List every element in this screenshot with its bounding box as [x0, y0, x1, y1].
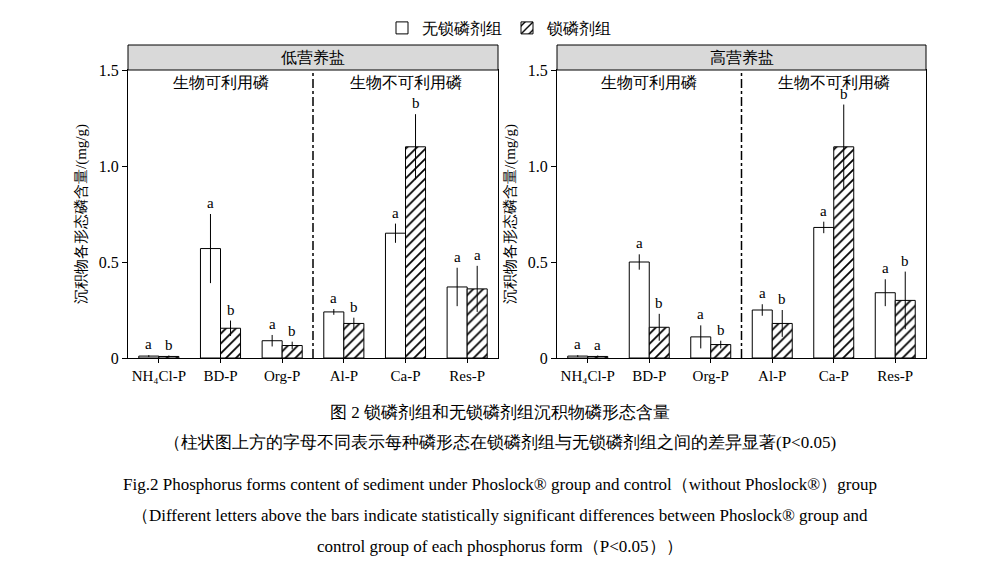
- svg-text:0: 0: [540, 350, 548, 367]
- svg-text:生物不可利用磷: 生物不可利用磷: [778, 74, 890, 91]
- svg-text:b: b: [227, 302, 235, 318]
- svg-text:a: a: [145, 336, 152, 352]
- svg-text:锁磷剂组: 锁磷剂组: [546, 20, 611, 37]
- svg-text:0.5: 0.5: [99, 254, 119, 271]
- svg-text:生物可利用磷: 生物可利用磷: [601, 74, 697, 91]
- svg-text:NH₄Cl-P: NH₄Cl-P: [561, 368, 615, 384]
- svg-text:b: b: [901, 253, 909, 269]
- svg-text:a: a: [269, 316, 276, 332]
- svg-text:1.0: 1.0: [99, 158, 119, 175]
- svg-text:无锁磷剂组: 无锁磷剂组: [422, 20, 502, 37]
- svg-text:Ca-P: Ca-P: [819, 368, 849, 384]
- svg-text:BD-P: BD-P: [203, 368, 237, 384]
- svg-text:Al-P: Al-P: [758, 368, 786, 384]
- svg-text:高营养盐: 高营养盐: [710, 49, 774, 66]
- svg-text:沉积物各形态磷含量/(mg/g): 沉积物各形态磷含量/(mg/g): [73, 124, 90, 304]
- svg-text:b: b: [165, 337, 173, 353]
- svg-text:1.0: 1.0: [528, 158, 548, 175]
- svg-text:a: a: [882, 260, 889, 276]
- svg-text:a: a: [594, 337, 601, 353]
- svg-text:b: b: [717, 322, 725, 338]
- svg-text:Org-P: Org-P: [264, 368, 300, 384]
- svg-text:a: a: [759, 285, 766, 301]
- svg-text:b: b: [655, 295, 663, 311]
- svg-text:0: 0: [111, 350, 119, 367]
- svg-text:1.5: 1.5: [528, 62, 548, 79]
- svg-text:b: b: [840, 86, 848, 102]
- svg-text:b: b: [778, 291, 786, 307]
- svg-text:低营养盐: 低营养盐: [281, 49, 345, 66]
- svg-text:Res-P: Res-P: [877, 368, 913, 384]
- svg-text:Res-P: Res-P: [449, 368, 485, 384]
- svg-text:Fig.2 Phosphorus forms content: Fig.2 Phosphorus forms content of sedime…: [123, 475, 877, 494]
- svg-text:control group of each phosphor: control group of each phosphorus form（P<…: [317, 537, 683, 556]
- svg-text:b: b: [412, 95, 420, 111]
- svg-text:BD-P: BD-P: [632, 368, 666, 384]
- svg-text:b: b: [350, 299, 358, 315]
- svg-text:a: a: [330, 290, 337, 306]
- svg-text:生物可利用磷: 生物可利用磷: [173, 74, 269, 91]
- svg-text:（柱状图上方的字母不同表示每种磷形态在锁磷剂组与无锁磷剂组之: （柱状图上方的字母不同表示每种磷形态在锁磷剂组与无锁磷剂组之间的差异显著(P<0…: [164, 433, 836, 452]
- svg-text:a: a: [207, 195, 214, 211]
- svg-text:a: a: [636, 235, 643, 251]
- svg-text:b: b: [288, 323, 296, 339]
- svg-text:NH₄Cl-P: NH₄Cl-P: [132, 368, 186, 384]
- svg-text:0.5: 0.5: [528, 254, 548, 271]
- svg-text:a: a: [454, 249, 461, 265]
- svg-text:（Different letters above the b: （Different letters above the bars indica…: [132, 506, 868, 525]
- svg-text:沉积物各形态磷含量/(mg/g): 沉积物各形态磷含量/(mg/g): [502, 124, 519, 304]
- svg-text:图 2 锁磷剂组和无锁磷剂组沉积物磷形态含量: 图 2 锁磷剂组和无锁磷剂组沉积物磷形态含量: [330, 403, 670, 422]
- svg-text:生物不可利用磷: 生物不可利用磷: [350, 74, 462, 91]
- svg-text:Org-P: Org-P: [693, 368, 729, 384]
- svg-text:1.5: 1.5: [99, 62, 119, 79]
- svg-text:a: a: [574, 336, 581, 352]
- svg-text:a: a: [820, 203, 827, 219]
- svg-text:a: a: [392, 205, 399, 221]
- svg-text:Ca-P: Ca-P: [391, 368, 421, 384]
- svg-text:Al-P: Al-P: [330, 368, 358, 384]
- svg-text:a: a: [697, 306, 704, 322]
- svg-text:a: a: [474, 247, 481, 263]
